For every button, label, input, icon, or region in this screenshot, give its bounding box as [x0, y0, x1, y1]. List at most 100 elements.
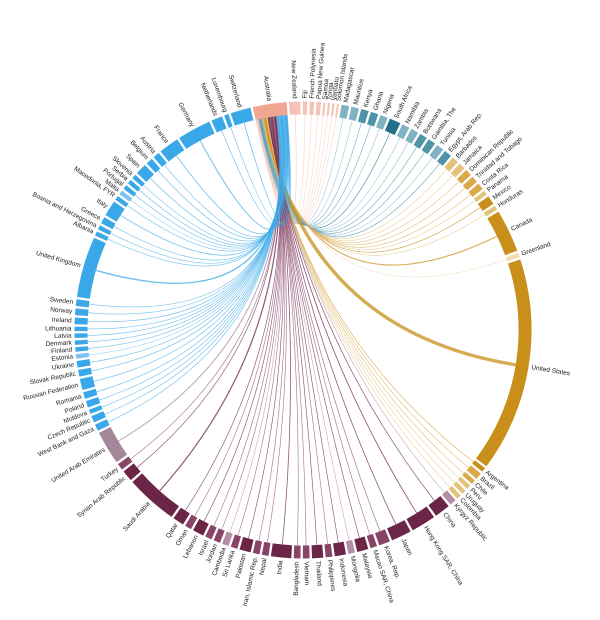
country-label: Hong Kong SAR, China: [422, 525, 464, 587]
chord: [130, 115, 286, 250]
arc-segment: [348, 106, 359, 122]
arc-segment: [406, 506, 435, 531]
chord: [138, 115, 287, 246]
chord: [255, 114, 297, 224]
country-label: United States: [531, 364, 571, 377]
chord: [149, 115, 288, 242]
arc-segment: [123, 185, 137, 197]
country-label: Bangladesh: [293, 561, 301, 596]
arc-segment: [205, 524, 217, 540]
country-label: Norway: [50, 306, 73, 315]
arc-segment: [173, 507, 190, 525]
arc-segment: [127, 179, 141, 192]
chord: [91, 115, 282, 372]
country-label: Philippines: [326, 560, 337, 593]
arc-segment: [429, 144, 444, 160]
arc-segment: [367, 111, 379, 127]
arc-segment: [193, 518, 209, 536]
arc-segment: [405, 128, 419, 144]
arc-segment: [97, 225, 112, 236]
arc-segment: [428, 496, 449, 516]
arc-segment: [436, 151, 452, 166]
chord: [93, 115, 282, 382]
arc-segment: [448, 486, 461, 499]
country-label: Switzerland: [227, 74, 243, 109]
arc-segment: [160, 139, 185, 162]
chord: [267, 117, 451, 488]
arc-segment: [78, 367, 93, 377]
arc-segment: [211, 116, 227, 133]
country-label: Latvia: [54, 333, 72, 340]
chord: [243, 115, 291, 225]
arc-segment: [75, 299, 90, 308]
arc-segment: [115, 196, 129, 208]
arc-segment: [456, 170, 471, 184]
arc-segment: [98, 426, 128, 463]
country-label: Ukraine: [51, 361, 75, 371]
arc-segment: [472, 460, 486, 472]
chord: [107, 115, 285, 267]
arc-segment: [105, 201, 125, 222]
arc-segment: [354, 536, 369, 552]
arc-segment: [421, 139, 436, 155]
country-label: French Polynesia: [309, 48, 318, 99]
arc-segment: [123, 463, 141, 481]
chord: [199, 115, 290, 230]
arc-segment: [118, 456, 133, 470]
country-label: United Arab Emirates: [50, 446, 107, 484]
arc-segment: [505, 252, 520, 262]
country-label: Mongolia: [349, 555, 362, 583]
arc-segment: [94, 231, 109, 241]
arc-segment: [213, 528, 225, 543]
chord: [87, 115, 284, 323]
country-label: Thailand: [314, 561, 323, 587]
country-label: China: [441, 511, 457, 529]
arc-segment: [477, 196, 494, 211]
country-label: Sweden: [49, 296, 74, 306]
arc-segment: [136, 164, 154, 182]
country-label: France: [152, 124, 170, 145]
arc-segment: [462, 471, 475, 484]
arc-segment: [345, 539, 356, 554]
arc-segment: [222, 531, 233, 547]
arc-segment: [76, 237, 106, 299]
chord: [127, 115, 286, 252]
arc-segment: [132, 473, 180, 517]
arc-segment: [487, 211, 518, 256]
arc-segment: [333, 541, 347, 557]
arc-segment: [230, 534, 241, 549]
country-label: Nigeria: [382, 93, 396, 115]
arc-segment: [396, 124, 410, 140]
arc-segment: [75, 352, 90, 359]
country-label: United Kingdom: [35, 250, 81, 270]
chord: [143, 115, 287, 244]
country-label: Tonga: [326, 82, 335, 101]
chord: [88, 115, 283, 349]
arc-segment: [413, 133, 427, 149]
chord: [221, 115, 290, 227]
country-label: Saudi Arabia: [122, 500, 152, 532]
country-label: Greenland: [521, 241, 552, 258]
chord: [164, 115, 288, 237]
arc-segment: [94, 419, 110, 431]
country-label: Vanuatu: [331, 76, 341, 101]
country-label: Estonia: [51, 353, 74, 362]
country-label: Nepal: [259, 557, 269, 575]
country-label: Ireland: [52, 317, 73, 325]
arc-segment: [119, 190, 133, 202]
arc-segment: [76, 359, 91, 368]
chord: [87, 115, 283, 343]
arc-segment: [476, 259, 532, 467]
country-label: Malaysia: [360, 553, 374, 580]
arc-segment: [339, 104, 350, 119]
chord: [89, 115, 282, 363]
chord: [113, 115, 285, 261]
chord: [176, 115, 289, 234]
country-label: Denmark: [45, 339, 72, 347]
arc-segment: [376, 115, 388, 130]
arc-segment: [101, 217, 116, 230]
arc-segment: [357, 109, 369, 124]
arc-segment: [252, 540, 262, 555]
arc-segment: [473, 190, 487, 203]
chord: [110, 115, 285, 264]
